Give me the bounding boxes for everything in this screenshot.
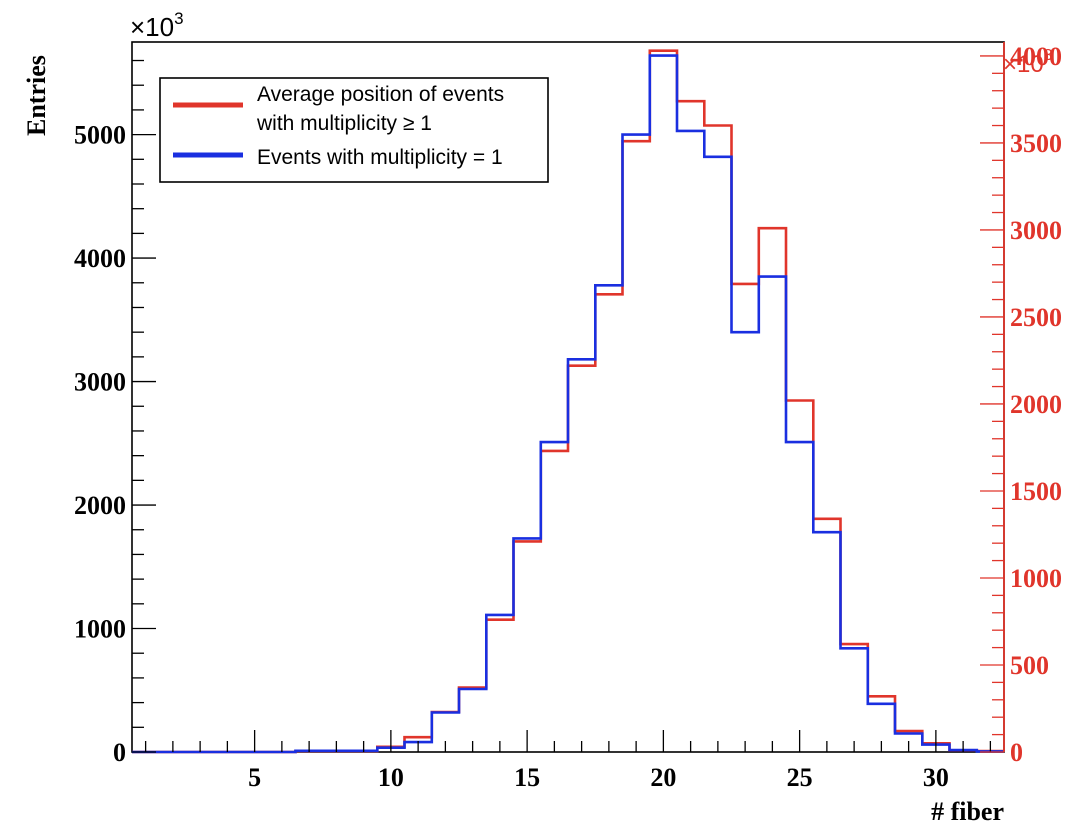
y-right-tick-label: 3000	[1010, 216, 1062, 245]
y-left-tick-label: 1000	[74, 615, 126, 644]
y-right-tick-label: 4000	[1010, 42, 1062, 71]
legend-label-red-line1: Average position of events	[257, 83, 504, 106]
legend-label-blue: Events with multiplicity = 1	[257, 146, 503, 169]
histogram-lines	[132, 49, 1004, 754]
legend: Average position of events with multipli…	[159, 77, 549, 183]
x-tick-label: 10	[378, 763, 404, 792]
y-right-tick-label: 2500	[1010, 303, 1062, 332]
right-y-axis-ticks: 0 500 1000 1500 2000 2500 3000 3500 4000	[980, 42, 1062, 767]
left-y-axis-ticks: 0 1000 2000 3000 4000 5000	[74, 59, 156, 767]
y-right-tick-label: 2000	[1010, 390, 1062, 419]
y-left-tick-label: 2000	[74, 491, 126, 520]
y-right-tick-label: 1000	[1010, 564, 1062, 593]
x-tick-label: 5	[248, 763, 261, 792]
y-right-tick-label: 0	[1010, 738, 1023, 767]
x-axis-ticks: 5 10 15 20 25 30	[144, 730, 992, 792]
legend-label-red-line2: with multiplicity ≥ 1	[256, 112, 432, 135]
y-left-tick-label: 5000	[74, 121, 126, 150]
y-right-tick-label: 500	[1010, 651, 1049, 680]
x-tick-label: 25	[787, 763, 813, 792]
y-left-tick-label: 4000	[74, 244, 126, 273]
x-tick-label: 20	[650, 763, 676, 792]
y-axis-label: Entries	[22, 55, 51, 136]
series-1-step-line	[132, 54, 1004, 754]
x-axis-label: # fiber	[931, 797, 1004, 826]
x-tick-label: 15	[514, 763, 540, 792]
x-tick-label: 30	[923, 763, 949, 792]
y-right-tick-label: 1500	[1010, 477, 1062, 506]
y-left-tick-label: 0	[113, 738, 126, 767]
y-left-tick-label: 3000	[74, 368, 126, 397]
y-right-tick-label: 3500	[1010, 129, 1062, 158]
legend-box	[159, 77, 549, 183]
left-axis-multiplier: ×103	[130, 9, 184, 42]
right-axis-multiplier: ×103	[1003, 47, 1053, 78]
